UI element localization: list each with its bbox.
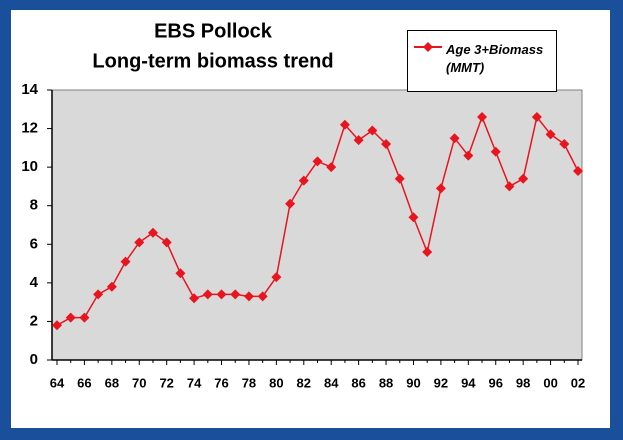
y-tick-label: 2	[30, 312, 38, 329]
x-tick-label: 90	[406, 375, 420, 390]
data-point	[230, 289, 241, 300]
data-point	[353, 135, 364, 146]
data-point	[422, 247, 433, 257]
data-point	[339, 119, 350, 130]
data-point	[381, 139, 392, 149]
data-point	[326, 162, 337, 173]
data-point	[312, 156, 323, 167]
data-point	[573, 166, 583, 176]
x-tick-label: 86	[351, 375, 365, 390]
chart-title: EBS Pollock	[154, 20, 273, 42]
data-point	[175, 268, 186, 279]
data-point	[285, 198, 296, 209]
chart-subtitle: Long-term biomass trend	[92, 50, 333, 72]
y-tick-label: 0	[30, 351, 38, 368]
data-point	[559, 139, 570, 149]
data-point	[504, 181, 515, 192]
x-tick-label: 80	[269, 375, 283, 390]
data-point	[394, 173, 405, 184]
data-point	[463, 150, 474, 161]
x-tick-label: 66	[77, 375, 91, 390]
data-point	[52, 320, 62, 331]
data-point	[477, 112, 488, 122]
x-tick-label: 68	[105, 375, 119, 390]
x-tick-label: 72	[159, 375, 173, 390]
legend: Age 3+Biomass (MMT)	[407, 30, 557, 92]
legend-swatch	[414, 42, 442, 52]
data-point	[298, 175, 309, 186]
data-point	[435, 183, 446, 194]
x-tick-label: 74	[187, 375, 202, 390]
data-point	[271, 272, 282, 283]
data-point	[161, 237, 172, 248]
data-point	[449, 133, 460, 144]
data-point	[545, 129, 556, 140]
y-tick-label: 14	[21, 81, 38, 98]
x-tick-label: 70	[132, 375, 146, 390]
data-point	[243, 291, 254, 302]
x-tick-label: 92	[434, 375, 448, 390]
data-point	[408, 212, 419, 223]
x-tick-label: 98	[516, 375, 530, 390]
y-tick-label: 10	[21, 158, 38, 175]
data-point	[134, 237, 145, 248]
y-tick-label: 8	[30, 197, 38, 214]
x-tick-label: 84	[324, 375, 339, 390]
data-point	[367, 125, 378, 136]
data-point	[79, 312, 90, 323]
data-point	[531, 112, 542, 122]
y-tick-label: 6	[30, 235, 38, 252]
x-tick-label: 82	[297, 375, 311, 390]
data-point	[202, 289, 213, 300]
plot-area	[51, 89, 583, 361]
legend-marker	[423, 42, 433, 52]
data-point	[257, 291, 268, 302]
x-tick-label: 88	[379, 375, 393, 390]
x-tick-label: 00	[543, 375, 557, 390]
x-tick-label: 64	[50, 375, 65, 390]
data-point	[106, 281, 117, 292]
data-point	[518, 173, 529, 184]
data-point	[65, 312, 76, 323]
x-tick-label: 78	[242, 375, 256, 390]
data-point	[490, 146, 501, 157]
y-tick-label: 12	[21, 120, 38, 137]
data-point	[216, 289, 227, 300]
legend-label: Age 3+Biomass (MMT)	[446, 42, 544, 75]
data-point	[93, 289, 104, 300]
x-tick-label: 76	[214, 375, 228, 390]
x-tick-label: 02	[571, 375, 585, 390]
data-point	[189, 293, 200, 304]
data-point	[147, 227, 158, 238]
x-tick-label: 94	[461, 375, 476, 390]
x-tick-label: 96	[489, 375, 503, 390]
y-tick-label: 4	[30, 274, 39, 291]
data-point	[120, 256, 131, 267]
